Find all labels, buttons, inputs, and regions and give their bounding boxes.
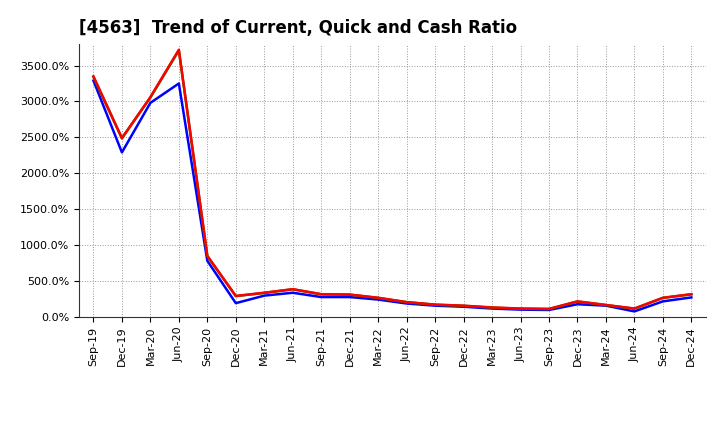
Current Ratio (487, 305, 496, 310)
Quick Ratio (146, 95, 155, 100)
Cash Ratio (174, 81, 183, 86)
Quick Ratio (659, 295, 667, 301)
Cash Ratio (602, 303, 611, 308)
Cash Ratio (374, 297, 382, 302)
Cash Ratio (346, 294, 354, 300)
Cash Ratio (431, 303, 439, 308)
Line: Quick Ratio: Quick Ratio (94, 51, 691, 309)
Line: Current Ratio: Current Ratio (94, 50, 691, 309)
Quick Ratio (516, 306, 525, 312)
Current Ratio (545, 306, 554, 312)
Cash Ratio (289, 290, 297, 295)
Quick Ratio (402, 300, 411, 305)
Cash Ratio (232, 301, 240, 306)
Current Ratio (573, 299, 582, 304)
Quick Ratio (431, 302, 439, 308)
Current Ratio (203, 253, 212, 258)
Quick Ratio (687, 292, 696, 297)
Quick Ratio (374, 295, 382, 301)
Current Ratio (117, 136, 126, 141)
Cash Ratio (203, 258, 212, 264)
Line: Cash Ratio: Cash Ratio (94, 81, 691, 312)
Quick Ratio (203, 253, 212, 259)
Quick Ratio (459, 303, 468, 308)
Quick Ratio (260, 290, 269, 296)
Current Ratio (317, 292, 325, 297)
Cash Ratio (630, 309, 639, 314)
Current Ratio (602, 302, 611, 308)
Cash Ratio (459, 304, 468, 309)
Quick Ratio (346, 292, 354, 297)
Quick Ratio (602, 302, 611, 308)
Quick Ratio (545, 306, 554, 312)
Quick Ratio (117, 136, 126, 141)
Current Ratio (260, 290, 269, 295)
Quick Ratio (487, 305, 496, 310)
Cash Ratio (317, 294, 325, 300)
Current Ratio (630, 306, 639, 311)
Cash Ratio (573, 301, 582, 307)
Cash Ratio (402, 301, 411, 306)
Current Ratio (687, 292, 696, 297)
Current Ratio (431, 302, 439, 307)
Current Ratio (459, 303, 468, 308)
Text: [4563]  Trend of Current, Quick and Cash Ratio: [4563] Trend of Current, Quick and Cash … (79, 19, 518, 37)
Current Ratio (402, 300, 411, 305)
Cash Ratio (89, 78, 98, 83)
Cash Ratio (687, 295, 696, 300)
Quick Ratio (174, 48, 183, 53)
Current Ratio (374, 295, 382, 301)
Quick Ratio (289, 287, 297, 292)
Quick Ratio (232, 293, 240, 299)
Quick Ratio (630, 306, 639, 312)
Cash Ratio (146, 100, 155, 106)
Cash Ratio (545, 307, 554, 312)
Current Ratio (232, 293, 240, 299)
Cash Ratio (487, 306, 496, 311)
Quick Ratio (573, 299, 582, 304)
Current Ratio (289, 286, 297, 292)
Cash Ratio (260, 293, 269, 298)
Current Ratio (516, 306, 525, 311)
Current Ratio (659, 295, 667, 301)
Quick Ratio (317, 292, 325, 297)
Cash Ratio (516, 307, 525, 312)
Cash Ratio (659, 299, 667, 304)
Cash Ratio (117, 150, 126, 155)
Current Ratio (89, 73, 98, 79)
Quick Ratio (89, 74, 98, 80)
Current Ratio (346, 292, 354, 297)
Current Ratio (174, 47, 183, 52)
Current Ratio (146, 95, 155, 100)
